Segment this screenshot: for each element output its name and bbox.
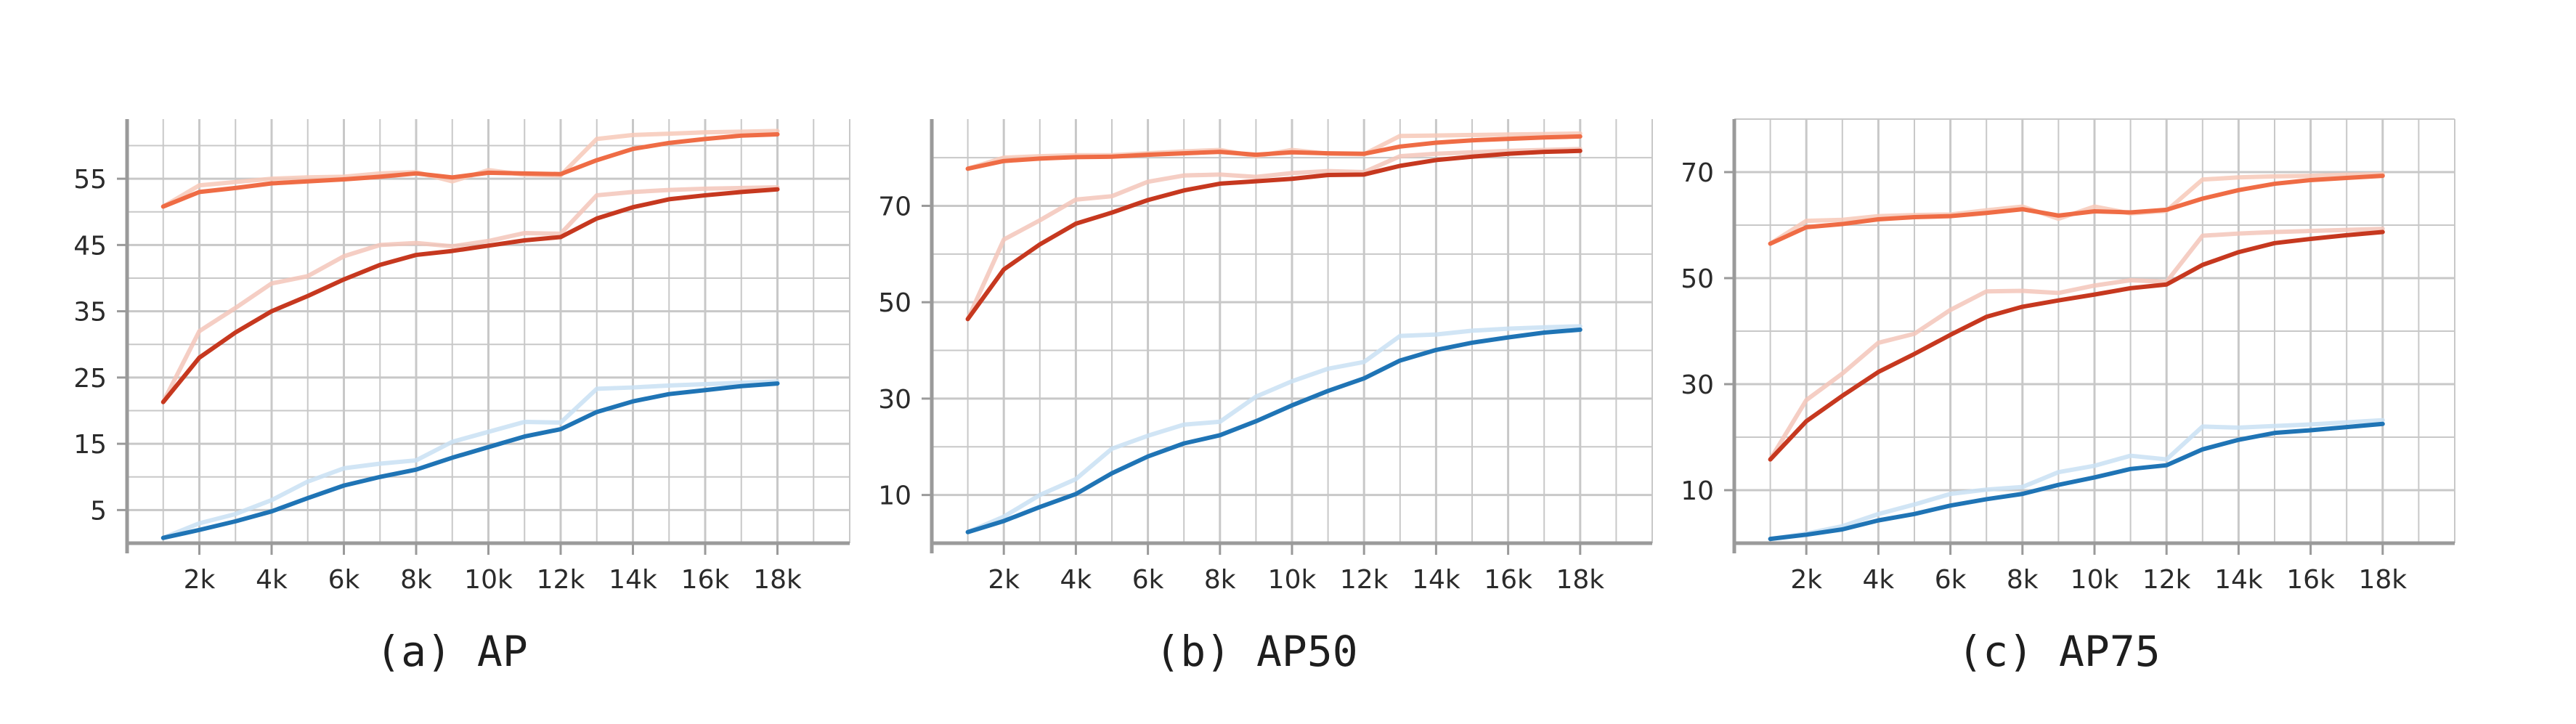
- ap50-x-tick-label: 14k: [1412, 565, 1460, 595]
- ap-y-tick-label: 45: [73, 231, 107, 261]
- panel-ap: 2k 4k 6k 8k 10k 12k 14k 16k 18k 5 15 25 35 45 55 (a) A…: [73, 119, 850, 676]
- ap75-x-tick-label: 2k: [1790, 565, 1822, 595]
- ap50-red-line: [965, 148, 1582, 322]
- ap-x-tick-label: 18k: [753, 565, 802, 595]
- ap50-x-tick-label: 10k: [1268, 565, 1317, 595]
- ap75-y-tick-label: 70: [1681, 158, 1714, 188]
- ap75-red-line: [1768, 229, 2385, 462]
- panel-ap75-caption: (c) AP75: [1957, 627, 2160, 676]
- ap-y-tick-label: 55: [73, 165, 107, 195]
- panel-ap75: 2k 4k 6k 8k 10k 12k 14k 16k 18k 10 30 50 70 (c) AP75: [1681, 118, 2455, 676]
- ap75-orange-line: [1768, 174, 2385, 246]
- ap-x-tick-label: 12k: [537, 565, 585, 595]
- panel-ap75-axes: [1724, 119, 2455, 555]
- ap50-y-tick-label: 50: [878, 288, 911, 318]
- ap75-x-tick-label: 8k: [2007, 565, 2039, 595]
- panel-ap-tick-labels: 2k 4k 6k 8k 10k 12k 14k 16k 18k 5 15 25 35 45 55: [73, 165, 802, 595]
- ap-blue-raw-line: [161, 379, 780, 540]
- panel-ap50-caption: (b) AP50: [1155, 627, 1357, 676]
- ap50-orange-line: [965, 134, 1582, 171]
- ap-x-tick-label: 6k: [328, 565, 360, 595]
- ap75-x-tick-label: 14k: [2214, 565, 2263, 595]
- panel-ap75-grid: [1734, 118, 2455, 543]
- ap-y-tick-label: 25: [73, 364, 107, 394]
- ap50-x-tick-label: 18k: [1556, 565, 1604, 595]
- ap50-red-raw-line: [965, 147, 1582, 322]
- ap-blue-line: [161, 381, 780, 540]
- ap50-x-tick-label: 16k: [1484, 565, 1532, 595]
- panel-ap-axes: [117, 119, 850, 555]
- ap75-blue-line: [1768, 421, 2385, 542]
- ap75-x-tick-label: 10k: [2071, 565, 2119, 595]
- ap-red-raw-line: [161, 184, 780, 404]
- ap-x-tick-label: 10k: [464, 565, 513, 595]
- ap75-y-tick-label: 10: [1681, 476, 1714, 506]
- ap-red-line: [161, 187, 780, 404]
- ap50-blue-raw-line: [965, 324, 1582, 534]
- ap-x-tick-label: 8k: [400, 565, 432, 595]
- ap-x-tick-label: 2k: [184, 565, 216, 595]
- ap-y-tick-label: 35: [73, 298, 107, 328]
- ap75-y-tick-label: 30: [1681, 370, 1714, 400]
- panel-ap50-tick-labels: 2k 4k 6k 8k 10k 12k 14k 16k 18k 10 30 50 70: [878, 192, 1604, 595]
- ap50-y-tick-label: 70: [878, 192, 911, 221]
- panel-ap75-tick-labels: 2k 4k 6k 8k 10k 12k 14k 16k 18k 10 30 50 70: [1681, 158, 2407, 595]
- panel-ap50-smoothed-lines: [965, 134, 1582, 534]
- ap-x-tick-label: 4k: [256, 565, 288, 595]
- ap-x-tick-label: 16k: [681, 565, 730, 595]
- ap75-x-tick-label: 4k: [1863, 565, 1895, 595]
- ap75-x-tick-label: 12k: [2142, 565, 2191, 595]
- ap75-x-tick-label: 18k: [2358, 565, 2407, 595]
- panel-ap-smoothed-lines: [161, 131, 780, 540]
- ap-orange-line: [161, 131, 780, 209]
- panel-ap50: 2k 4k 6k 8k 10k 12k 14k 16k 18k 10 30 50 70 (b) AP50: [878, 119, 1653, 676]
- ap50-y-tick-label: 10: [878, 481, 911, 511]
- ap50-x-tick-label: 8k: [1204, 565, 1236, 595]
- ap-y-tick-label: 5: [90, 496, 107, 526]
- ap50-x-tick-label: 4k: [1060, 565, 1092, 595]
- ap75-x-tick-label: 16k: [2286, 565, 2335, 595]
- ap75-y-tick-label: 50: [1681, 264, 1714, 294]
- panel-ap-caption: (a) AP: [375, 627, 528, 676]
- panel-ap50-axes: [922, 119, 1652, 555]
- ap50-y-tick-label: 30: [878, 385, 911, 415]
- panel-ap-grid: [127, 119, 850, 543]
- ap-x-tick-label: 14k: [609, 565, 657, 595]
- ap75-red-raw-line: [1768, 227, 2385, 462]
- ap50-x-tick-label: 2k: [988, 565, 1020, 595]
- ap75-x-tick-label: 6k: [1935, 565, 1967, 595]
- ap75-blue-raw-line: [1768, 418, 2385, 542]
- ap50-blue-line: [965, 328, 1582, 534]
- ap50-x-tick-label: 6k: [1132, 565, 1164, 595]
- panel-ap75-smoothed-lines: [1768, 174, 2385, 542]
- ap-y-tick-label: 15: [73, 430, 107, 460]
- ap50-x-tick-label: 12k: [1340, 565, 1389, 595]
